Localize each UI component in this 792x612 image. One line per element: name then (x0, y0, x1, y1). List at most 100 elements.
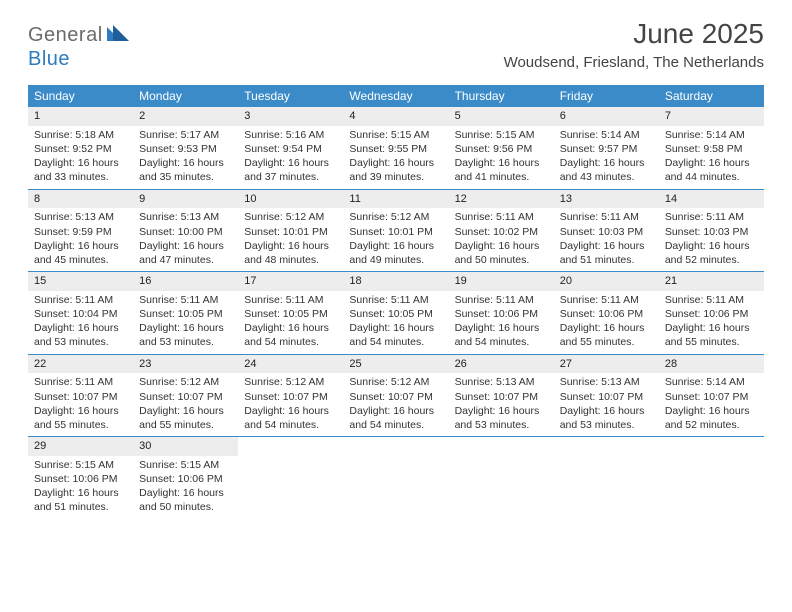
page-header: General June 2025 Woudsend, Friesland, T… (0, 0, 792, 79)
sunset-text: Sunset: 10:07 PM (349, 390, 442, 404)
sunrise-text: Sunrise: 5:18 AM (34, 128, 127, 142)
week-row: 8Sunrise: 5:13 AMSunset: 9:59 PMDaylight… (28, 189, 764, 272)
sunrise-text: Sunrise: 5:12 AM (139, 375, 232, 389)
day-cell: 3Sunrise: 5:16 AMSunset: 9:54 PMDaylight… (238, 107, 343, 189)
day-number: 30 (133, 437, 238, 456)
day-body: Sunrise: 5:13 AMSunset: 10:00 PMDaylight… (133, 208, 238, 271)
sunrise-text: Sunrise: 5:12 AM (244, 375, 337, 389)
day-body: Sunrise: 5:15 AMSunset: 10:06 PMDaylight… (28, 456, 133, 519)
sunrise-text: Sunrise: 5:11 AM (560, 210, 653, 224)
day-body: Sunrise: 5:11 AMSunset: 10:03 PMDaylight… (659, 208, 764, 271)
day-number: 22 (28, 355, 133, 374)
daylight-text: Daylight: 16 hours and 53 minutes. (34, 321, 127, 349)
title-block: June 2025 Woudsend, Friesland, The Nethe… (504, 18, 764, 71)
sunrise-text: Sunrise: 5:11 AM (665, 293, 758, 307)
daylight-text: Daylight: 16 hours and 52 minutes. (665, 404, 758, 432)
week-row: 15Sunrise: 5:11 AMSunset: 10:04 PMDaylig… (28, 271, 764, 354)
sunset-text: Sunset: 9:58 PM (665, 142, 758, 156)
day-body: Sunrise: 5:14 AMSunset: 9:57 PMDaylight:… (554, 126, 659, 189)
day-number: 8 (28, 190, 133, 209)
daylight-text: Daylight: 16 hours and 39 minutes. (349, 156, 442, 184)
day-body: Sunrise: 5:16 AMSunset: 9:54 PMDaylight:… (238, 126, 343, 189)
day-body: Sunrise: 5:11 AMSunset: 10:06 PMDaylight… (659, 291, 764, 354)
day-cell: 16Sunrise: 5:11 AMSunset: 10:05 PMDaylig… (133, 272, 238, 354)
sunset-text: Sunset: 10:01 PM (244, 225, 337, 239)
day-cell: 29Sunrise: 5:15 AMSunset: 10:06 PMDaylig… (28, 437, 133, 519)
day-cell-empty (449, 437, 554, 519)
day-body: Sunrise: 5:11 AMSunset: 10:05 PMDaylight… (238, 291, 343, 354)
daylight-text: Daylight: 16 hours and 44 minutes. (665, 156, 758, 184)
sunset-text: Sunset: 10:07 PM (560, 390, 653, 404)
day-cell-empty (343, 437, 448, 519)
day-body: Sunrise: 5:12 AMSunset: 10:07 PMDaylight… (343, 373, 448, 436)
sunrise-text: Sunrise: 5:14 AM (665, 375, 758, 389)
sunset-text: Sunset: 10:05 PM (349, 307, 442, 321)
sunrise-text: Sunrise: 5:15 AM (34, 458, 127, 472)
day-body: Sunrise: 5:15 AMSunset: 9:56 PMDaylight:… (449, 126, 554, 189)
sunrise-text: Sunrise: 5:14 AM (560, 128, 653, 142)
logo-text-general: General (28, 24, 103, 47)
daylight-text: Daylight: 16 hours and 35 minutes. (139, 156, 232, 184)
day-number: 13 (554, 190, 659, 209)
sunrise-text: Sunrise: 5:13 AM (34, 210, 127, 224)
day-cell: 8Sunrise: 5:13 AMSunset: 9:59 PMDaylight… (28, 190, 133, 272)
day-body: Sunrise: 5:11 AMSunset: 10:05 PMDaylight… (343, 291, 448, 354)
sunset-text: Sunset: 10:07 PM (455, 390, 548, 404)
day-cell: 17Sunrise: 5:11 AMSunset: 10:05 PMDaylig… (238, 272, 343, 354)
sunrise-text: Sunrise: 5:11 AM (349, 293, 442, 307)
daylight-text: Daylight: 16 hours and 37 minutes. (244, 156, 337, 184)
day-number: 18 (343, 272, 448, 291)
daylight-text: Daylight: 16 hours and 53 minutes. (455, 404, 548, 432)
sunset-text: Sunset: 10:05 PM (244, 307, 337, 321)
day-number: 20 (554, 272, 659, 291)
day-body: Sunrise: 5:13 AMSunset: 10:07 PMDaylight… (449, 373, 554, 436)
day-cell: 14Sunrise: 5:11 AMSunset: 10:03 PMDaylig… (659, 190, 764, 272)
day-number: 10 (238, 190, 343, 209)
sunrise-text: Sunrise: 5:11 AM (665, 210, 758, 224)
sunrise-text: Sunrise: 5:13 AM (560, 375, 653, 389)
daylight-text: Daylight: 16 hours and 52 minutes. (665, 239, 758, 267)
sunset-text: Sunset: 10:03 PM (665, 225, 758, 239)
day-number: 21 (659, 272, 764, 291)
day-body: Sunrise: 5:11 AMSunset: 10:04 PMDaylight… (28, 291, 133, 354)
day-cell: 20Sunrise: 5:11 AMSunset: 10:06 PMDaylig… (554, 272, 659, 354)
weekday-header: Sunday (28, 85, 133, 107)
weekday-header: Monday (133, 85, 238, 107)
daylight-text: Daylight: 16 hours and 51 minutes. (34, 486, 127, 514)
weeks-container: 1Sunrise: 5:18 AMSunset: 9:52 PMDaylight… (28, 107, 764, 519)
day-body: Sunrise: 5:11 AMSunset: 10:05 PMDaylight… (133, 291, 238, 354)
daylight-text: Daylight: 16 hours and 48 minutes. (244, 239, 337, 267)
sunset-text: Sunset: 9:55 PM (349, 142, 442, 156)
day-cell: 12Sunrise: 5:11 AMSunset: 10:02 PMDaylig… (449, 190, 554, 272)
day-cell: 2Sunrise: 5:17 AMSunset: 9:53 PMDaylight… (133, 107, 238, 189)
sunset-text: Sunset: 10:07 PM (34, 390, 127, 404)
day-cell: 19Sunrise: 5:11 AMSunset: 10:06 PMDaylig… (449, 272, 554, 354)
day-number: 26 (449, 355, 554, 374)
day-body: Sunrise: 5:18 AMSunset: 9:52 PMDaylight:… (28, 126, 133, 189)
day-cell: 15Sunrise: 5:11 AMSunset: 10:04 PMDaylig… (28, 272, 133, 354)
day-number: 27 (554, 355, 659, 374)
day-body: Sunrise: 5:15 AMSunset: 9:55 PMDaylight:… (343, 126, 448, 189)
sunset-text: Sunset: 10:02 PM (455, 225, 548, 239)
month-title: June 2025 (504, 18, 764, 50)
sunset-text: Sunset: 10:06 PM (455, 307, 548, 321)
sunrise-text: Sunrise: 5:15 AM (349, 128, 442, 142)
sunset-text: Sunset: 10:01 PM (349, 225, 442, 239)
day-cell: 11Sunrise: 5:12 AMSunset: 10:01 PMDaylig… (343, 190, 448, 272)
daylight-text: Daylight: 16 hours and 54 minutes. (244, 404, 337, 432)
sunset-text: Sunset: 10:03 PM (560, 225, 653, 239)
day-body: Sunrise: 5:17 AMSunset: 9:53 PMDaylight:… (133, 126, 238, 189)
sunset-text: Sunset: 10:06 PM (560, 307, 653, 321)
sunrise-text: Sunrise: 5:13 AM (139, 210, 232, 224)
daylight-text: Daylight: 16 hours and 54 minutes. (244, 321, 337, 349)
day-cell-empty (554, 437, 659, 519)
day-number: 1 (28, 107, 133, 126)
day-cell: 22Sunrise: 5:11 AMSunset: 10:07 PMDaylig… (28, 355, 133, 437)
daylight-text: Daylight: 16 hours and 55 minutes. (34, 404, 127, 432)
daylight-text: Daylight: 16 hours and 54 minutes. (455, 321, 548, 349)
sunrise-text: Sunrise: 5:15 AM (139, 458, 232, 472)
daylight-text: Daylight: 16 hours and 54 minutes. (349, 321, 442, 349)
day-number: 5 (449, 107, 554, 126)
day-cell: 18Sunrise: 5:11 AMSunset: 10:05 PMDaylig… (343, 272, 448, 354)
day-cell: 4Sunrise: 5:15 AMSunset: 9:55 PMDaylight… (343, 107, 448, 189)
